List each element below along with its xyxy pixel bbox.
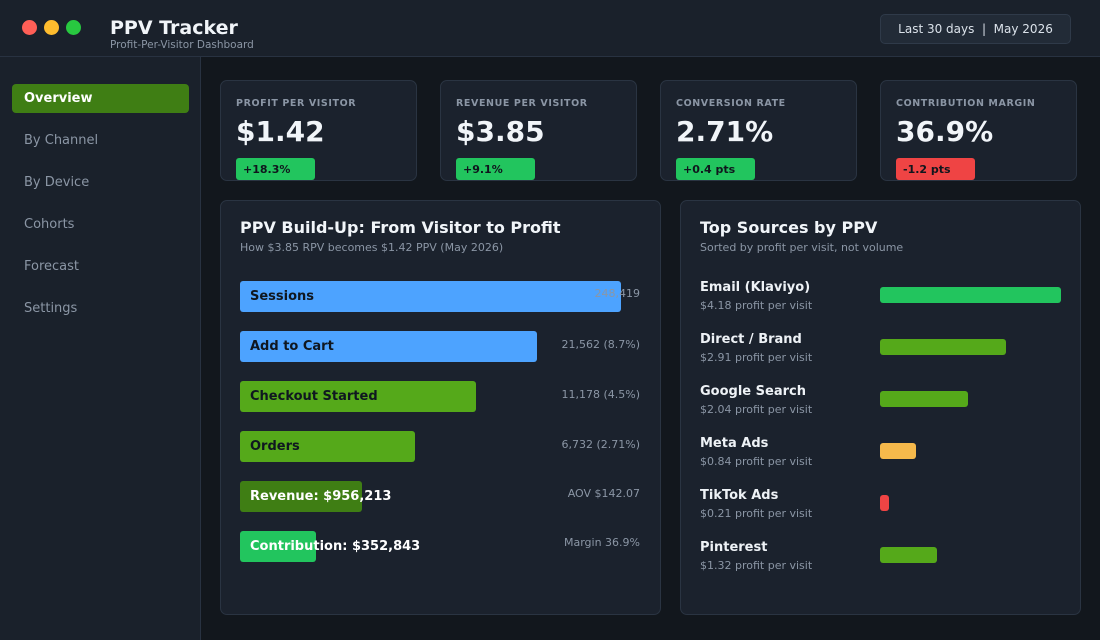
kpi-label: CONTRIBUTION MARGIN xyxy=(896,98,1036,109)
funnel-bar-revenue: Revenue: $956,213 xyxy=(240,481,391,512)
source-name: Pinterest xyxy=(700,540,768,555)
kpi-label: REVENUE PER VISITOR xyxy=(456,98,588,109)
sidebar-item-label: By Device xyxy=(24,175,90,190)
maximize-window-button[interactable] xyxy=(66,20,81,35)
source-name: Meta Ads xyxy=(700,436,769,451)
kpi-label: CONVERSION RATE xyxy=(676,98,786,109)
top-sources-panel: Top Sources by PPV Sorted by profit per … xyxy=(680,200,1081,615)
funnel-bar-label: Orders xyxy=(250,439,300,454)
funnel-stat: 248,419 xyxy=(594,287,641,300)
sidebar-item-overview[interactable]: Overview xyxy=(12,84,189,113)
app-subtitle: Profit-Per-Visitor Dashboard xyxy=(110,39,254,51)
kpi-delta-badge: +0.4 pts xyxy=(676,158,755,180)
kpi-label: PROFIT PER VISITOR xyxy=(236,98,357,109)
funnel-bar-label: Add to Cart xyxy=(250,339,334,354)
funnel-bar-contribution: Contribution: $352,843 xyxy=(240,531,420,562)
source-bar-direct xyxy=(880,339,1006,355)
source-detail: $2.04 profit per visit xyxy=(700,403,813,416)
funnel-bar-label: Revenue: $956,213 xyxy=(250,489,392,504)
title-bar: PPV Tracker Profit-Per-Visitor Dashboard… xyxy=(0,0,1100,57)
source-detail: $0.21 profit per visit xyxy=(700,507,813,520)
close-window-button[interactable] xyxy=(22,20,37,35)
source-name: Email (Klaviyo) xyxy=(700,280,811,295)
funnel-bar-label: Contribution: $352,843 xyxy=(250,539,421,554)
date-range-label: Last 30 days | May 2026 xyxy=(898,22,1053,36)
kpi-card-profit-per-visitor: PROFIT PER VISITOR $1.42 +18.3% xyxy=(220,80,417,181)
kpi-delta-badge: +18.3% xyxy=(236,158,315,180)
funnel-stat: 21,562 (8.7%) xyxy=(561,338,640,351)
date-range-selector[interactable]: Last 30 days | May 2026 xyxy=(880,14,1071,44)
kpi-delta-badge: +9.1% xyxy=(456,158,535,180)
sidebar-item-label: Forecast xyxy=(24,259,80,274)
source-bar-google xyxy=(880,391,968,407)
kpi-value: $1.42 xyxy=(236,115,325,148)
app-title: PPV Tracker xyxy=(110,17,238,39)
funnel-stat: 11,178 (4.5%) xyxy=(561,388,640,401)
source-detail: $2.91 profit per visit xyxy=(700,351,813,364)
source-detail: $1.32 profit per visit xyxy=(700,559,813,572)
panel-title: Top Sources by PPV xyxy=(700,218,878,237)
source-bar-email xyxy=(880,287,1061,303)
sidebar-item-settings[interactable]: Settings xyxy=(12,294,189,323)
panel-title: PPV Build-Up: From Visitor to Profit xyxy=(240,218,561,237)
kpi-card-contribution-margin: CONTRIBUTION MARGIN 36.9% -1.2 pts xyxy=(880,80,1077,181)
funnel-bar-label: Sessions xyxy=(250,289,315,304)
sidebar-item-by-device[interactable]: By Device xyxy=(12,168,189,197)
source-detail: $0.84 profit per visit xyxy=(700,455,813,468)
funnel-bar-add-to-cart: Add to Cart xyxy=(240,331,537,362)
kpi-card-conversion-rate: CONVERSION RATE 2.71% +0.4 pts xyxy=(660,80,857,181)
funnel-stat: AOV $142.07 xyxy=(567,487,640,500)
sidebar-item-label: Cohorts xyxy=(24,217,75,232)
funnel-stat: 6,732 (2.71%) xyxy=(561,438,640,451)
funnel-bar-sessions: Sessions xyxy=(240,281,621,312)
funnel-bar-label: Checkout Started xyxy=(250,389,378,404)
funnel-bar-checkout-started: Checkout Started xyxy=(240,381,476,412)
kpi-value: $3.85 xyxy=(456,115,545,148)
panel-subtitle: How $3.85 RPV becomes $1.42 PPV (May 202… xyxy=(240,241,504,254)
source-bar-meta xyxy=(880,443,916,459)
kpi-value: 2.71% xyxy=(676,115,774,148)
ppv-buildup-panel: PPV Build-Up: From Visitor to Profit How… xyxy=(220,200,661,615)
source-bar-tiktok xyxy=(880,495,889,511)
kpi-card-revenue-per-visitor: REVENUE PER VISITOR $3.85 +9.1% xyxy=(440,80,637,181)
panel-subtitle: Sorted by profit per visit, not volume xyxy=(700,241,904,254)
sidebar-item-label: By Channel xyxy=(24,133,99,148)
sidebar-item-label: Settings xyxy=(24,301,78,316)
sidebar: Overview By Channel By Device Cohorts Fo… xyxy=(0,57,201,640)
sidebar-item-cohorts[interactable]: Cohorts xyxy=(12,210,189,239)
sidebar-item-label: Overview xyxy=(24,91,93,106)
source-bar-pinterest xyxy=(880,547,937,563)
minimize-window-button[interactable] xyxy=(44,20,59,35)
funnel-stat: Margin 36.9% xyxy=(563,536,640,549)
funnel-bar-orders: Orders xyxy=(240,431,415,462)
source-detail: $4.18 profit per visit xyxy=(700,299,813,312)
source-name: TikTok Ads xyxy=(700,488,779,503)
sidebar-item-by-channel[interactable]: By Channel xyxy=(12,126,189,155)
source-name: Direct / Brand xyxy=(700,332,802,347)
sidebar-item-forecast[interactable]: Forecast xyxy=(12,252,189,281)
kpi-value: 36.9% xyxy=(896,115,994,148)
kpi-delta-badge: -1.2 pts xyxy=(896,158,975,180)
source-name: Google Search xyxy=(700,384,806,399)
